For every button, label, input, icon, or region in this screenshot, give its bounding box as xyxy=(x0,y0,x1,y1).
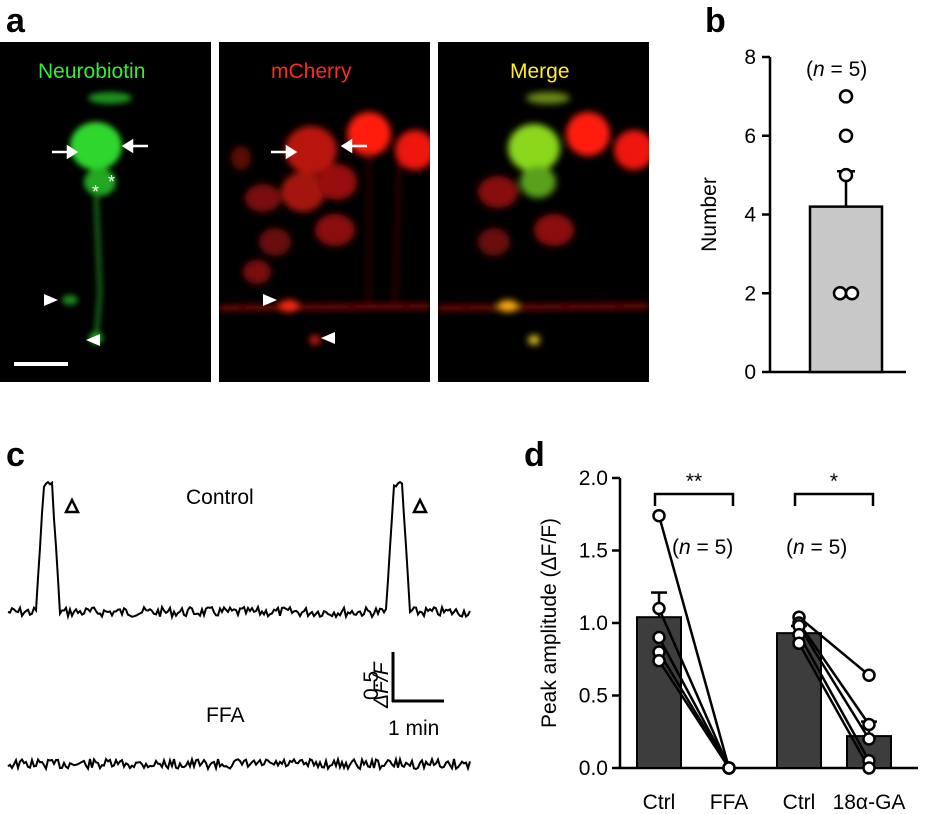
data-point xyxy=(862,732,876,746)
data-point xyxy=(862,668,876,682)
y-tick-label: 2.0 xyxy=(579,467,608,490)
data-point xyxy=(838,89,854,104)
data-point xyxy=(652,601,666,616)
pair-line xyxy=(797,622,871,726)
y-tick-label: 0.5 xyxy=(579,685,608,708)
significance-label: * xyxy=(830,470,838,493)
peak-marker-1 xyxy=(63,497,81,514)
ffa-label: FFA xyxy=(206,704,245,727)
ffa-trace xyxy=(7,755,471,773)
n-label-18aga: (n = 5) xyxy=(786,536,847,559)
scale-y-unit: ΔF/F xyxy=(370,661,393,709)
y-tick-label: 0.0 xyxy=(579,757,608,780)
data-point xyxy=(652,653,666,668)
y-tick-label: 6 xyxy=(744,125,756,148)
x-tick-label: 18α-GA xyxy=(833,791,906,814)
control-label: Control xyxy=(186,486,254,509)
y-tick-label: 2 xyxy=(744,282,756,305)
n-label: (n = 5) xyxy=(806,58,867,81)
control-trace xyxy=(7,480,471,621)
x-tick-label: FFA xyxy=(710,791,749,814)
pair-line xyxy=(657,515,731,769)
panel-b-letter: b xyxy=(705,2,726,40)
significance-label: ** xyxy=(686,470,702,493)
mcherry-image: mCherry xyxy=(219,42,430,382)
scale-bar: 0.5 ΔF/F 1 min xyxy=(360,652,444,740)
mcherry-label: mCherry xyxy=(271,60,352,83)
y-tick-label: 0 xyxy=(744,361,756,384)
pair-line xyxy=(798,616,870,677)
bar-2 xyxy=(776,632,822,769)
data-point xyxy=(862,717,876,732)
panel-d-letter: d xyxy=(524,436,545,474)
panel-b-chart: 0 2 4 6 8 Number (n = 5) xyxy=(698,46,906,384)
panel-d-chart: 0.0 0.5 1.0 1.5 2.0 Peak amplitude (ΔF/F) Ctrl… xyxy=(538,467,918,814)
y-tick-label: 8 xyxy=(744,46,756,69)
significance-bracket xyxy=(793,492,875,506)
data-point xyxy=(722,761,736,775)
data-point xyxy=(792,636,806,651)
data-point xyxy=(652,630,666,645)
data-point xyxy=(862,761,876,775)
y-axis-label: Number xyxy=(698,177,721,252)
data-point xyxy=(844,286,860,301)
x-tick-label: Ctrl xyxy=(783,791,816,814)
neurobiotin-label: Neurobiotin xyxy=(38,60,146,83)
pair-line xyxy=(797,642,871,769)
scale-y-value: 0.5 xyxy=(360,671,383,700)
panel-a-letter: a xyxy=(6,2,25,40)
data-point xyxy=(832,286,848,301)
merge-image: Merge xyxy=(438,42,649,382)
panel-c-traces: Control FFA 0.5 ΔF/F 1 min xyxy=(7,480,471,773)
y-tick-label: 4 xyxy=(744,204,756,227)
merge-label: Merge xyxy=(510,60,570,83)
neurobiotin-image: Neurobiotin * * xyxy=(0,42,211,382)
data-point xyxy=(838,128,854,143)
panel-c-letter: c xyxy=(6,436,25,474)
pair-line xyxy=(797,625,871,740)
x-tick-label: Ctrl xyxy=(643,791,676,814)
y-tick-label: 1.5 xyxy=(579,540,608,563)
pair-line xyxy=(657,607,731,769)
pair-line xyxy=(657,660,731,769)
significance-bracket xyxy=(653,492,735,506)
pair-line xyxy=(797,633,871,762)
data-point xyxy=(652,508,666,523)
peak-marker-2 xyxy=(411,497,429,514)
n-label-ffa: (n = 5) xyxy=(672,536,733,559)
scale-x-label: 1 min xyxy=(388,717,439,740)
y-tick-label: 1.0 xyxy=(579,612,608,635)
y-axis-label: Peak amplitude (ΔF/F) xyxy=(538,518,561,728)
data-point xyxy=(838,167,854,183)
